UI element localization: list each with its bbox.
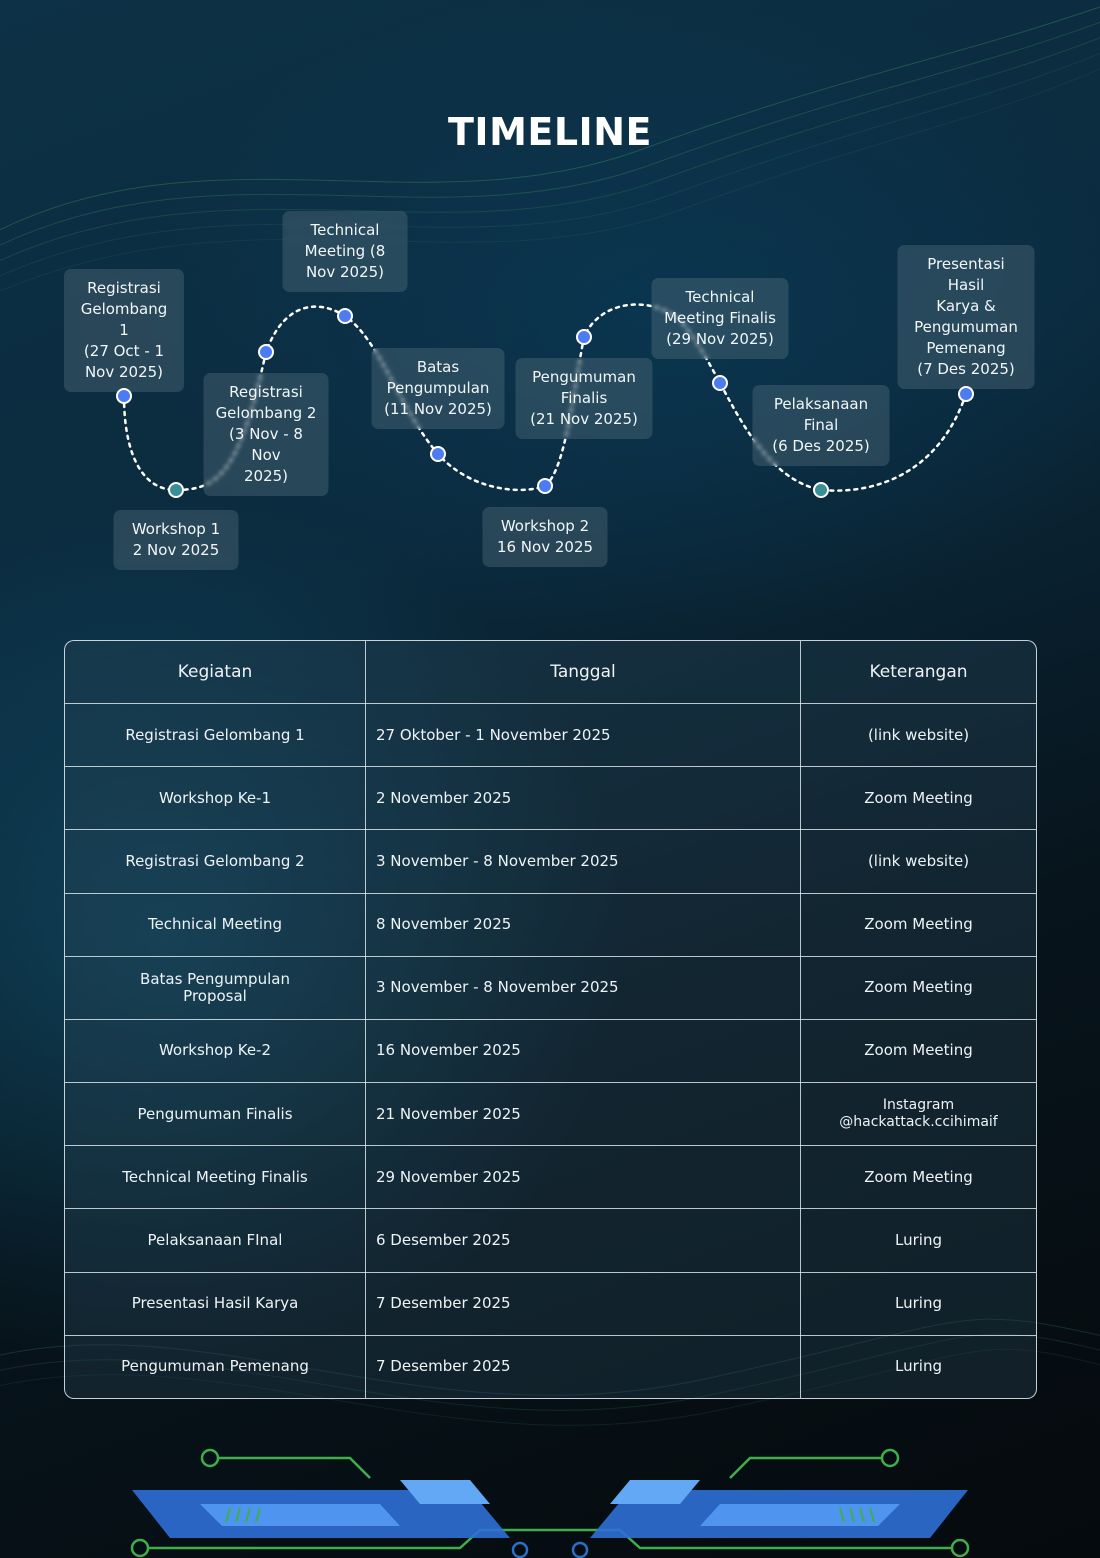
cell-kegiatan: Workshop Ke-2 — [65, 1018, 366, 1084]
table-row: Technical Meeting Finalis 29 November 20… — [65, 1145, 1036, 1210]
cell-tanggal: 7 Desember 2025 — [365, 1271, 801, 1336]
cell-tanggal: 27 Oktober - 1 November 2025 — [365, 702, 801, 768]
timeline-card-workshop-1: Workshop 1 2 Nov 2025 — [113, 510, 239, 570]
timeline-dot — [813, 482, 829, 498]
cell-tanggal: 3 November - 8 November 2025 — [365, 829, 801, 894]
table-row: Registrasi Gelombang 1 27 Oktober - 1 No… — [65, 702, 1036, 768]
cell-keterangan: Luring — [800, 1208, 1036, 1273]
cell-kegiatan: Pengumuman Pemenang — [65, 1334, 366, 1398]
timeline-card-presentasi-hasil: Presentasi Hasil Karya & Pengumuman Peme… — [897, 245, 1035, 389]
cell-keterangan-link[interactable]: (link website) — [800, 829, 1036, 894]
timeline-dot — [576, 329, 592, 345]
cell-keterangan-instagram[interactable]: Instagram @hackattack.ccihimaif — [800, 1082, 1036, 1147]
cell-keterangan: Zoom Meeting — [800, 892, 1036, 957]
cell-kegiatan: Technical Meeting — [65, 892, 366, 957]
cell-kegiatan: Registrasi Gelombang 1 — [65, 702, 366, 768]
cell-kegiatan: Pengumuman Finalis — [65, 1082, 366, 1147]
timeline-card-batas-pengumpulan: Batas Pengumpulan (11 Nov 2025) — [371, 348, 505, 429]
cell-tanggal: 21 November 2025 — [365, 1082, 801, 1147]
table-row: Workshop Ke-2 16 November 2025 Zoom Meet… — [65, 1018, 1036, 1084]
timeline-dot — [537, 478, 553, 494]
table-row: Registrasi Gelombang 2 3 November - 8 No… — [65, 829, 1036, 894]
table-row: Pengumuman Pemenang 7 Desember 2025 Luri… — [65, 1334, 1036, 1398]
timeline-dot — [337, 308, 353, 324]
column-header-keterangan: Keterangan — [800, 641, 1036, 704]
table-row: Presentasi Hasil Karya 7 Desember 2025 L… — [65, 1271, 1036, 1336]
cell-tanggal: 8 November 2025 — [365, 892, 801, 957]
timeline-dot — [168, 482, 184, 498]
table-row: Pelaksanaan FInal 6 Desember 2025 Luring — [65, 1208, 1036, 1273]
timeline-card-pengumuman-finalis: Pengumuman Finalis (21 Nov 2025) — [515, 358, 653, 439]
cell-tanggal: 2 November 2025 — [365, 766, 801, 831]
cell-tanggal: 29 November 2025 — [365, 1145, 801, 1210]
cell-kegiatan: Presentasi Hasil Karya — [65, 1271, 366, 1336]
table-row: Technical Meeting 8 November 2025 Zoom M… — [65, 892, 1036, 957]
cell-kegiatan: Batas Pengumpulan Proposal — [65, 955, 366, 1020]
cell-kegiatan: Workshop Ke-1 — [65, 766, 366, 831]
timeline-dot — [116, 388, 132, 404]
column-header-kegiatan: Kegiatan — [65, 641, 366, 704]
cell-kegiatan: Registrasi Gelombang 2 — [65, 829, 366, 894]
cell-tanggal: 7 Desember 2025 — [365, 1334, 801, 1398]
timeline-card-registrasi-1: Registrasi Gelombang 1 (27 Oct - 1 Nov 2… — [64, 269, 184, 392]
cell-tanggal: 3 November - 8 November 2025 — [365, 955, 801, 1020]
cell-keterangan: Zoom Meeting — [800, 955, 1036, 1020]
timeline-dot — [958, 386, 974, 402]
cell-keterangan: Luring — [800, 1271, 1036, 1336]
timeline-dot — [430, 446, 446, 462]
cell-kegiatan: Pelaksanaan FInal — [65, 1208, 366, 1273]
schedule-table: Kegiatan Tanggal Keterangan Registrasi G… — [64, 640, 1037, 1399]
timeline-card-registrasi-2: Registrasi Gelombang 2 (3 Nov - 8 Nov 20… — [203, 373, 329, 496]
timeline-dot — [712, 375, 728, 391]
timeline-card-technical-meeting: Technical Meeting (8 Nov 2025) — [282, 211, 408, 292]
timeline-dot — [258, 344, 274, 360]
page-title: TIMELINE — [448, 110, 652, 154]
cell-keterangan: Zoom Meeting — [800, 1018, 1036, 1084]
table-row: Workshop Ke-1 2 November 2025 Zoom Meeti… — [65, 766, 1036, 831]
timeline-card-pelaksanaan-final: Pelaksanaan Final (6 Des 2025) — [752, 385, 890, 466]
timeline-card-technical-meeting-finalis: Technical Meeting Finalis (29 Nov 2025) — [651, 278, 789, 359]
table-row: Pengumuman Finalis 21 November 2025 Inst… — [65, 1082, 1036, 1147]
circuit-decoration — [130, 1448, 970, 1558]
column-header-tanggal: Tanggal — [365, 641, 801, 704]
cell-keterangan: Zoom Meeting — [800, 766, 1036, 831]
table-header-row: Kegiatan Tanggal Keterangan — [65, 641, 1036, 704]
cell-tanggal: 6 Desember 2025 — [365, 1208, 801, 1273]
cell-kegiatan: Technical Meeting Finalis — [65, 1145, 366, 1210]
cell-keterangan-link[interactable]: (link website) — [800, 702, 1036, 768]
cell-keterangan: Zoom Meeting — [800, 1145, 1036, 1210]
table-row: Batas Pengumpulan Proposal 3 November - … — [65, 955, 1036, 1020]
cell-keterangan: Luring — [800, 1334, 1036, 1398]
cell-tanggal: 16 November 2025 — [365, 1018, 801, 1084]
timeline-card-workshop-2: Workshop 2 16 Nov 2025 — [482, 507, 608, 567]
